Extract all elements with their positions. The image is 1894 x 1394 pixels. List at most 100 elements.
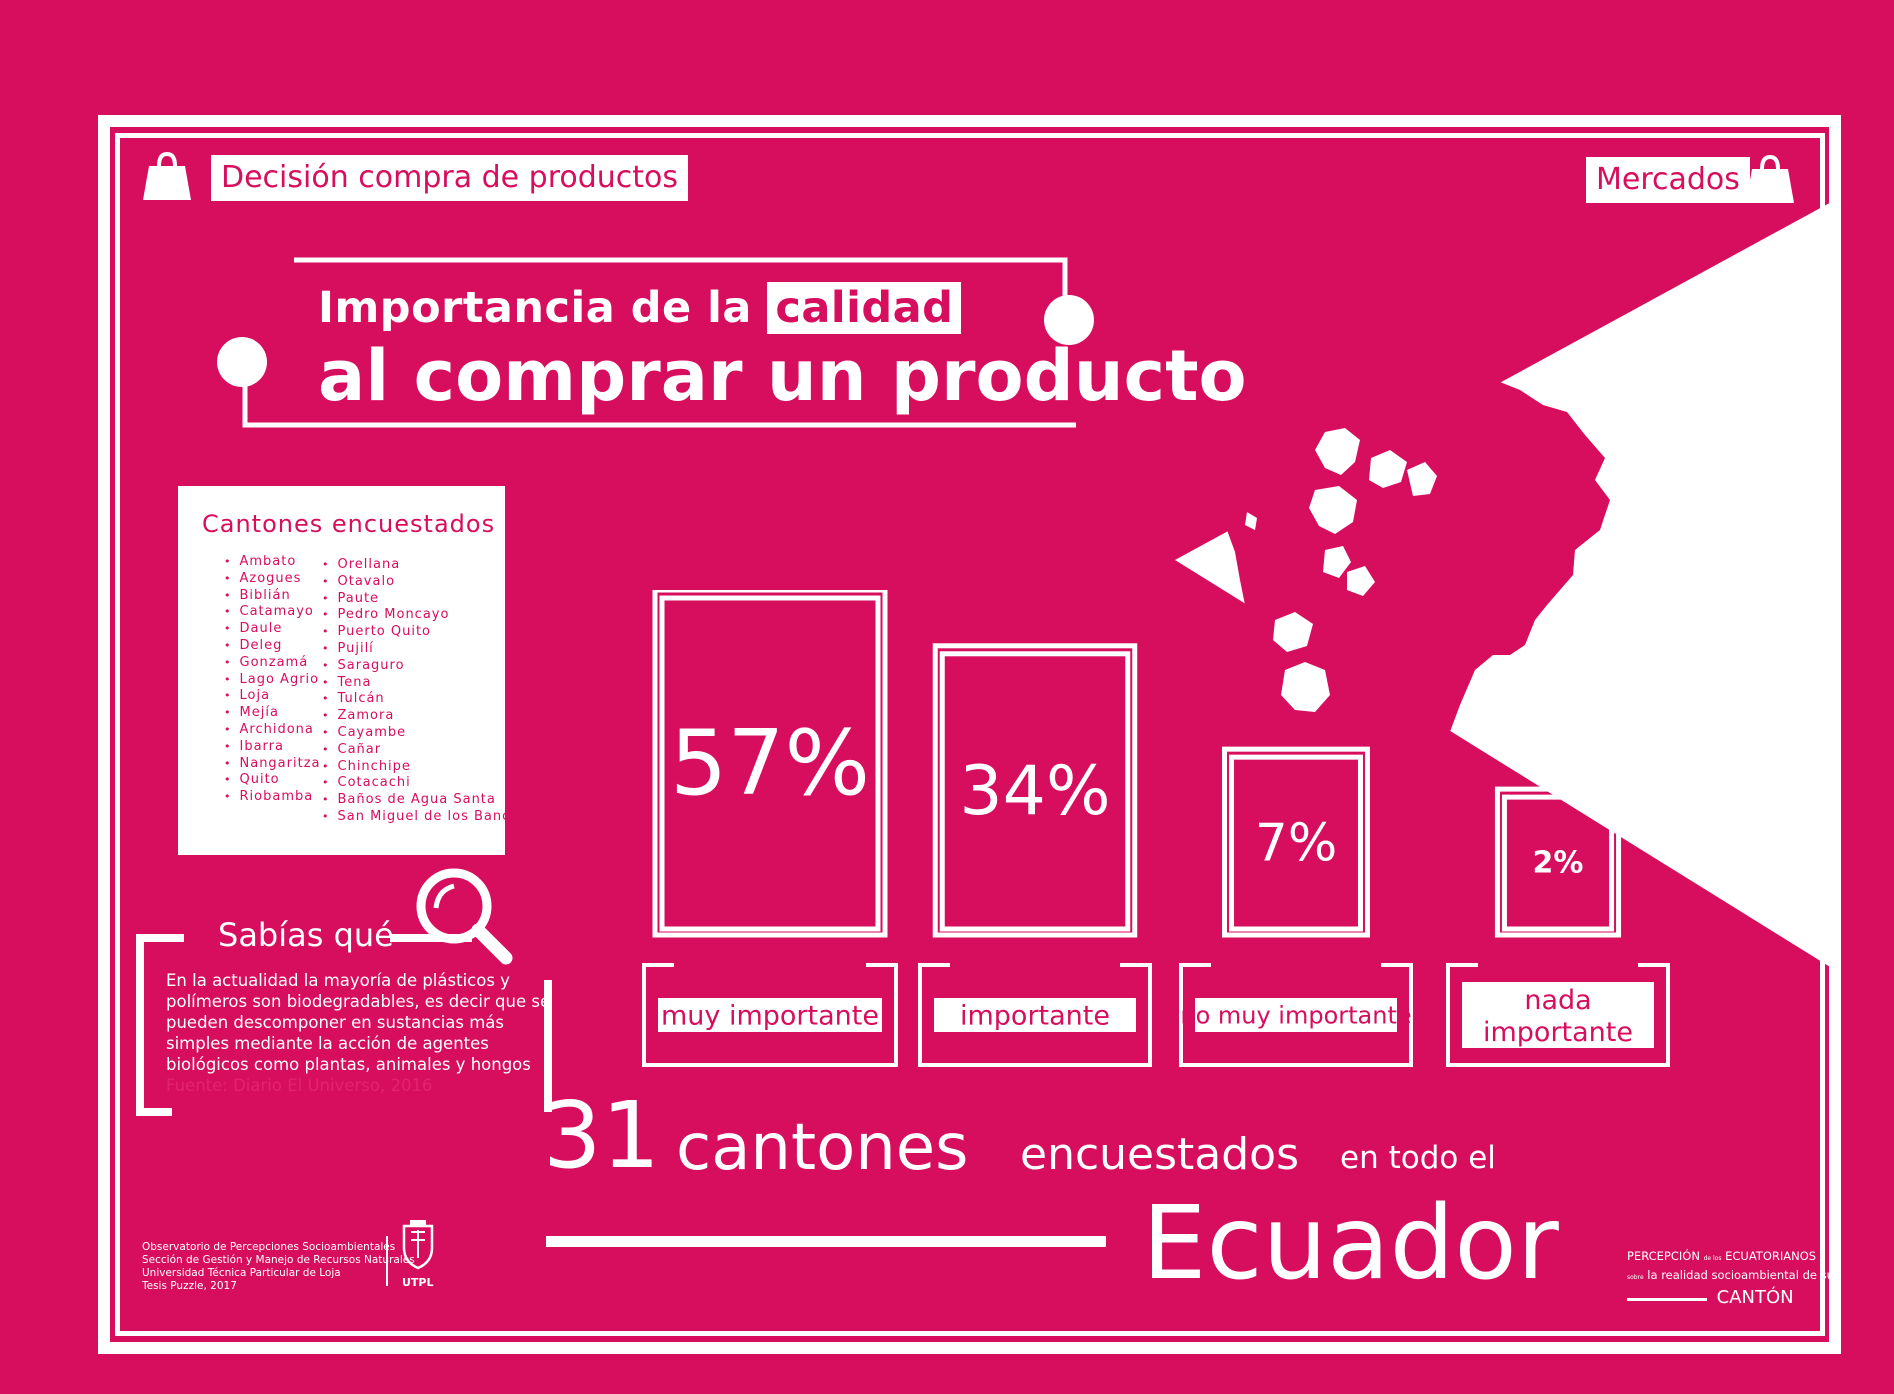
category-label-line: nada — [1524, 985, 1591, 1016]
canton-item: Biblián — [224, 588, 321, 605]
cantones-list-1: AmbatoAzoguesBibliánCatamayoDauleDelegGo… — [224, 554, 321, 806]
canton-item: Paute — [322, 591, 527, 608]
big-number: 31 — [543, 1082, 661, 1189]
category-label-bg — [1195, 998, 1397, 1032]
canton-item: Orellana — [322, 557, 527, 574]
brand-percepcion: PERCEPCIÓN — [1627, 1249, 1700, 1263]
sabias-bracket — [136, 934, 552, 1116]
canton-item: Archidona — [224, 722, 321, 739]
brand-delos: de los — [1703, 1255, 1722, 1262]
canton-item: Cañar — [322, 742, 527, 759]
category-bracket — [918, 963, 1152, 1067]
category-bracket — [1179, 963, 1413, 1067]
category-label-line: importante — [1483, 1017, 1633, 1048]
canton-item: Saraguro — [322, 658, 527, 675]
credit-line: Universidad Técnica Particular de Loja — [142, 1267, 341, 1279]
canton-item: Loja — [224, 688, 321, 705]
bar-value-label: 7% — [1255, 813, 1338, 873]
utpl-label: UTPL — [402, 1276, 434, 1289]
title-bracket — [217, 257, 1094, 428]
bar-value-label: 34% — [959, 752, 1110, 831]
shopping-bag-icon — [1746, 154, 1794, 203]
title-highlight: calidad — [767, 282, 962, 334]
canton-item: Daule — [224, 621, 321, 638]
category-label: nada importante — [1483, 985, 1633, 1048]
importance-chart: 57% muy importante 34% importante 7% no muy i… — [642, 590, 1670, 1067]
category-label: muy importante — [661, 1000, 879, 1031]
bar-group: 2% nada importante — [1446, 786, 1670, 1067]
category-label: importante — [960, 1000, 1110, 1031]
canton-item: Catamayo — [224, 604, 321, 621]
canton-item: Tulcán — [322, 691, 527, 708]
brand: PERCEPCIÓN de los ECUATORIANOS sobre la … — [1627, 1248, 1834, 1307]
canton-item: Cotacachi — [322, 775, 527, 792]
canton-item: Nangaritza — [224, 756, 321, 773]
canton-item: Pedro Moncayo — [322, 607, 527, 624]
sabias-title: Sabías qué — [218, 916, 394, 954]
credit-line: Sección de Gestión y Manejo de Recursos … — [142, 1254, 415, 1266]
bar-group: 7% no muy importante — [1179, 746, 1413, 1067]
bar-value-label: 2% — [1533, 846, 1584, 881]
canton-item: Pujilí — [322, 641, 527, 658]
canton-item: Otavalo — [322, 574, 527, 591]
bar-outline — [1494, 786, 1622, 938]
category-bracket — [1446, 963, 1670, 1067]
canton-item: Mejía — [224, 705, 321, 722]
canton-item: Gonzamá — [224, 655, 321, 672]
canton-item: Puerto Quito — [322, 624, 527, 641]
canton-item: Azogues — [224, 571, 321, 588]
category-label-bg — [658, 998, 882, 1032]
footer-cantones: cantones — [676, 1111, 969, 1185]
footer-encuestados: encuestados — [1020, 1129, 1300, 1180]
canton-item: Zamora — [322, 708, 527, 725]
canton-item: Deleg — [224, 638, 321, 655]
title-line1: Importancia de la calidad — [318, 282, 962, 334]
title-line1-pre: Importancia de la — [318, 283, 752, 333]
bar — [939, 651, 1131, 932]
credits-divider — [386, 1236, 388, 1286]
brand-line — [1627, 1298, 1707, 1301]
tag-decision-compra: Decisión compra de productos — [211, 155, 689, 201]
canton-item: Ambato — [224, 554, 321, 571]
footer-todo: en todo el — [1340, 1140, 1496, 1176]
bar-outline — [652, 590, 888, 938]
category-label-bg — [934, 998, 1136, 1032]
canton-item: Cayambe — [322, 725, 527, 742]
bar — [1501, 794, 1615, 932]
canton-item: San Miguel de los Bancos — [322, 809, 527, 826]
canton-item: Tena — [322, 675, 527, 692]
category-label-bg — [1462, 982, 1654, 1048]
canton-item: Lago Agrio — [224, 672, 321, 689]
bar — [1229, 754, 1363, 932]
sabias-text: En la actualidad la mayoría de plásticos… — [166, 971, 551, 1074]
canton-item: Chinchipe — [322, 759, 527, 776]
brand-sobre: sobre — [1627, 1274, 1644, 1281]
brand-ecuatorianos: ECUATORIANOS — [1725, 1249, 1817, 1263]
brand-realidad: la realidad socioambiental de su — [1647, 1268, 1834, 1282]
category-label: no muy importante — [1180, 1001, 1411, 1029]
cantones-list-2: OrellanaOtavaloPautePedro MoncayoPuerto … — [322, 557, 527, 826]
brand-canton: CANTÓN — [1716, 1287, 1794, 1308]
title-line2: al comprar un producto — [318, 335, 1247, 417]
utpl-crest-icon — [402, 1220, 434, 1270]
canton-item: Riobamba — [224, 789, 321, 806]
credit-line: Observatorio de Percepciones Socioambien… — [142, 1241, 396, 1253]
bar-outline — [1222, 746, 1370, 938]
canton-item: Ibarra — [224, 739, 321, 756]
credit-line: Tesis Puzzle, 2017 — [142, 1280, 237, 1292]
bar-group: 34% importante — [918, 643, 1152, 1067]
tag-mercados: Mercados — [1586, 157, 1750, 203]
cantones-title: Cantones encuestados — [202, 510, 496, 538]
sabias-source: Fuente: Diario El Universo, 2016 — [166, 1076, 433, 1095]
map-triangle — [1175, 200, 1835, 970]
footer-line — [546, 1236, 1106, 1247]
bar-value-label: 57% — [670, 711, 870, 816]
canton-item: Quito — [224, 772, 321, 789]
bar — [659, 595, 881, 932]
category-bracket — [642, 963, 898, 1067]
footer-ecuador: Ecuador — [1142, 1184, 1559, 1303]
credits: Observatorio de Percepciones Socioambien… — [142, 1241, 415, 1293]
bar-group: 57% muy importante — [642, 590, 898, 1067]
ecuador-map-icon — [1219, 378, 1610, 790]
canton-item: Baños de Agua Santa — [322, 792, 527, 809]
